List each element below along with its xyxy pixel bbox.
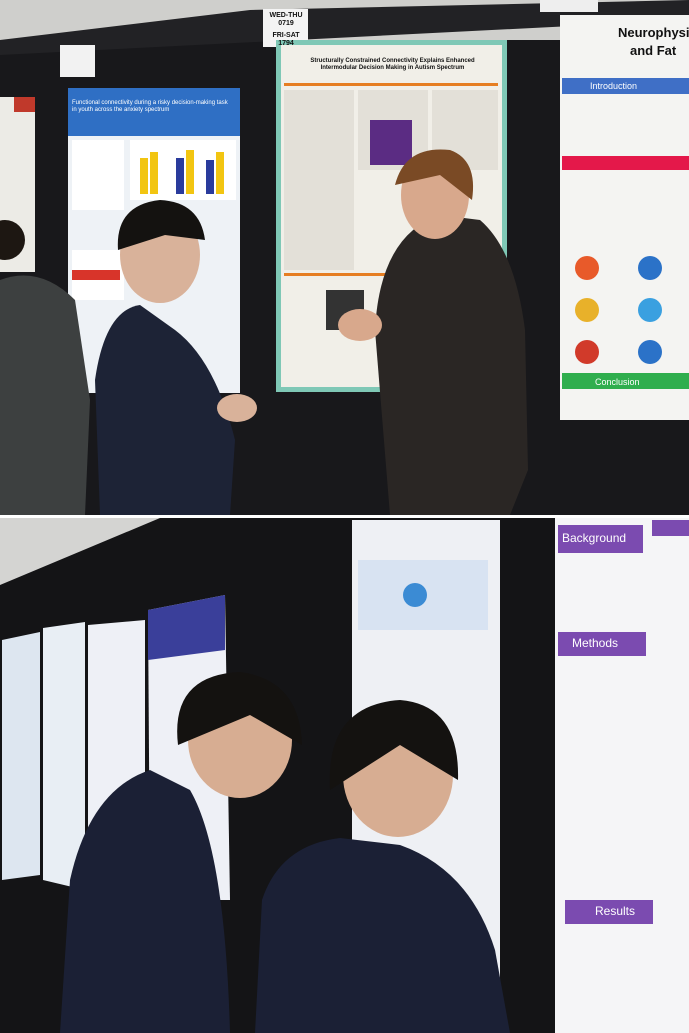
poster-panel bbox=[284, 90, 354, 270]
divider bbox=[284, 83, 498, 86]
illustration bbox=[575, 256, 599, 280]
person bbox=[0, 275, 90, 515]
poster bbox=[555, 518, 689, 1033]
section-heading: Conclusion bbox=[595, 377, 640, 387]
illustration bbox=[638, 298, 662, 322]
boy-hair bbox=[117, 200, 205, 250]
poster-panel bbox=[72, 140, 124, 210]
illustration bbox=[370, 120, 412, 165]
section-heading: Methods bbox=[572, 636, 619, 650]
section-heading: Background bbox=[562, 531, 627, 545]
sign-text: FRI-SAT 1794 bbox=[272, 32, 300, 48]
poster-header bbox=[565, 900, 653, 924]
poster-header bbox=[14, 97, 35, 112]
illustration bbox=[216, 152, 224, 194]
boy-hair bbox=[329, 700, 459, 790]
ceiling bbox=[0, 518, 160, 585]
poster-header bbox=[562, 156, 689, 170]
illustration bbox=[176, 158, 184, 194]
bottom-photo bbox=[0, 518, 689, 1033]
illustration bbox=[638, 256, 662, 280]
separator bbox=[0, 515, 689, 518]
boy-hair bbox=[177, 672, 302, 745]
poster-title: Structurally Constrained Connectivity Ex… bbox=[310, 58, 475, 71]
man bbox=[375, 215, 528, 515]
hands bbox=[338, 309, 382, 341]
sign bbox=[540, 0, 598, 12]
poster-header bbox=[68, 88, 240, 136]
poster-header bbox=[562, 373, 689, 389]
small-sign bbox=[60, 45, 95, 77]
illustration bbox=[150, 152, 158, 194]
top-photo bbox=[0, 0, 689, 515]
poster bbox=[2, 632, 40, 880]
person-head bbox=[0, 220, 25, 260]
section-heading: Introduction bbox=[590, 81, 638, 91]
poster bbox=[43, 622, 85, 890]
poster-header bbox=[562, 78, 689, 94]
poster-header bbox=[558, 632, 646, 656]
hands bbox=[217, 394, 257, 422]
sign-text: WED-THU 0719 bbox=[269, 12, 303, 28]
boy bbox=[255, 838, 510, 1033]
man-hair bbox=[395, 149, 474, 200]
illustration bbox=[575, 298, 599, 322]
boy bbox=[95, 305, 235, 515]
boy bbox=[60, 770, 230, 1033]
poster-title: Neurophysi bbox=[618, 25, 689, 40]
section-heading: Results bbox=[595, 904, 636, 918]
illustration bbox=[206, 160, 214, 194]
illustration bbox=[72, 270, 120, 280]
illustration bbox=[403, 583, 427, 607]
illustration bbox=[638, 340, 662, 364]
illustration bbox=[186, 150, 194, 194]
poster-header bbox=[652, 520, 689, 536]
illustration bbox=[575, 340, 599, 364]
wall-top bbox=[0, 0, 689, 55]
illustration bbox=[140, 158, 148, 194]
poster-title: and Fat bbox=[630, 43, 677, 58]
poster-title: Functional connectivity during a risky d… bbox=[72, 100, 228, 113]
poster-header bbox=[558, 525, 643, 553]
poster-header bbox=[148, 595, 225, 660]
